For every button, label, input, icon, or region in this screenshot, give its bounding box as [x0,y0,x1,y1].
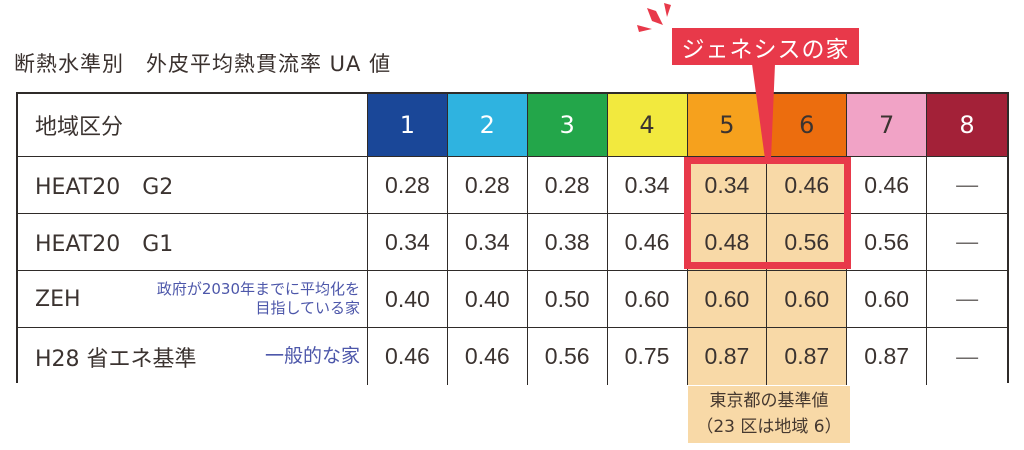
tokyo-standard-footnote: 東京都の基準値 （23 区は地域 6） [688,386,850,443]
cell-g2-r5: 0.34 [687,157,768,214]
row-note-line2: 目指している家 [255,299,360,317]
page-title: 断熱水準別 外皮平均熱貫流率 UA 値 [14,52,392,76]
row-note-line1: 一般的な家 [264,345,360,368]
cell-h28-r8: — [927,328,1007,385]
row-label-text: HEAT20 G2 [35,175,174,200]
row-label-zeh: ZEH 政府が2030年までに平均化を 目指している家 [18,271,368,328]
row-label-text: H28 省エネ基準 [35,346,197,372]
cell-h28-r7: 0.87 [847,328,928,385]
cell-g1-r2: 0.34 [447,214,528,271]
cell-g1-r1: 0.34 [368,214,448,271]
cell-h28-r5: 0.87 [687,328,768,385]
cell-g2-r4: 0.34 [607,157,688,214]
cell-zeh-r5: 0.60 [687,271,768,328]
row-label-heat20-g1: HEAT20 G1 [18,214,368,271]
header-region-classification: 地域区分 [18,94,368,157]
cell-h28-r1: 0.46 [368,328,448,385]
callout-genesis-house: ジェネシスの家 [672,28,859,65]
row-label-h28: H28 省エネ基準 一般的な家 [18,328,368,385]
cell-g2-r2: 0.28 [447,157,528,214]
cell-zeh-r8: — [927,271,1007,328]
cell-zeh-r3: 0.50 [527,271,608,328]
cell-zeh-r2: 0.40 [447,271,528,328]
cell-g2-r1: 0.28 [368,157,448,214]
cell-g1-r3: 0.38 [527,214,608,271]
cell-zeh-r4: 0.60 [607,271,688,328]
row-note-h28: 一般的な家 [265,344,360,369]
cell-zeh-r7: 0.60 [847,271,928,328]
row-label-text: HEAT20 G1 [35,232,174,257]
cell-h28-r2: 0.46 [447,328,528,385]
row-note-zeh: 政府が2030年までに平均化を 目指している家 [157,280,360,319]
footnote-line1: 東京都の基準値 [709,391,829,411]
header-region-1: 1 [368,94,448,157]
header-region-3: 3 [527,94,608,157]
cell-g1-r6: 0.56 [767,214,848,271]
cell-g1-r8: — [927,214,1007,271]
cell-g2-r8: — [927,157,1007,214]
cell-g1-r5: 0.48 [687,214,768,271]
header-region-8: 8 [927,94,1007,157]
cell-g2-r7: 0.46 [847,157,928,214]
callout-label: ジェネシスの家 [681,36,850,63]
header-region-7: 7 [847,94,928,157]
footnote-line2: （23 区は地域 6） [696,417,842,437]
header-region-2: 2 [447,94,528,157]
row-label-text: ZEH [35,286,81,312]
header-region-6: 6 [767,94,848,157]
header-region-4: 4 [607,94,688,157]
cell-zeh-r6: 0.60 [767,271,848,328]
cell-h28-r6: 0.87 [767,328,848,385]
cell-zeh-r1: 0.40 [368,271,448,328]
ua-value-table: 地域区分 1 2 3 4 5 6 7 8 HEAT20 G2 0.28 0.28… [16,92,1009,385]
row-note-line1: 政府が2030年までに平均化を [156,279,360,298]
cell-g1-r4: 0.46 [607,214,688,271]
cell-g1-r7: 0.56 [847,214,928,271]
row-label-heat20-g2: HEAT20 G2 [18,157,368,214]
cell-h28-r4: 0.75 [607,328,688,385]
cell-h28-r3: 0.56 [527,328,608,385]
header-region-5: 5 [687,94,768,157]
cell-g2-r3: 0.28 [527,157,608,214]
cell-g2-r6: 0.46 [767,157,848,214]
